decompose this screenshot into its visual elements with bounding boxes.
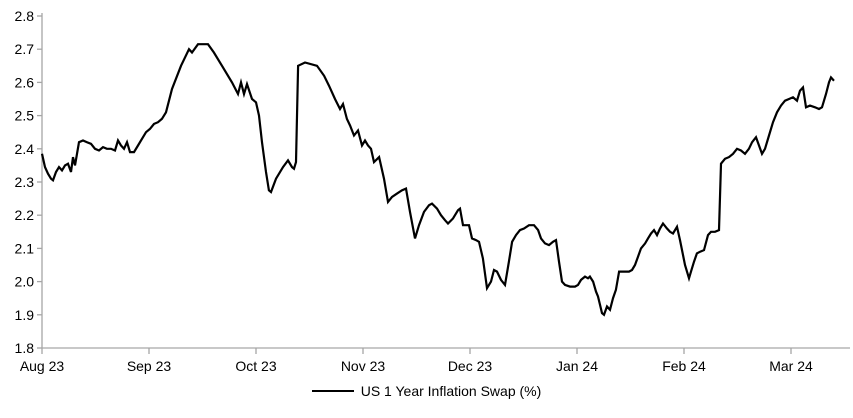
y-tick-label: 2.4 — [15, 141, 35, 157]
y-tick-label: 2.1 — [15, 240, 35, 256]
y-tick-label: 1.8 — [15, 340, 35, 356]
legend: US 1 Year Inflation Swap (%) — [0, 383, 853, 399]
y-tick-label: 2.3 — [15, 174, 35, 190]
y-tick-label: 2.0 — [15, 274, 35, 290]
y-tick-label: 2.2 — [15, 207, 35, 223]
y-tick-label: 2.6 — [15, 74, 35, 90]
y-tick-label: 1.9 — [15, 307, 35, 323]
legend-line-swatch — [311, 390, 354, 392]
x-tick-label: Oct 23 — [235, 358, 276, 374]
x-tick-label: Jan 24 — [556, 358, 598, 374]
inflation-swap-line — [40, 43, 835, 317]
legend-label: US 1 Year Inflation Swap (%) — [360, 383, 542, 399]
x-tick-label: Aug 23 — [20, 358, 65, 374]
x-tick-label: Nov 23 — [341, 358, 386, 374]
y-tick-label: 2.8 — [15, 8, 35, 24]
x-tick-label: Sep 23 — [127, 358, 172, 374]
y-tick-label: 2.7 — [15, 41, 35, 57]
x-tick-label: Dec 23 — [448, 358, 493, 374]
x-tick-label: Mar 24 — [769, 358, 813, 374]
x-tick-label: Feb 24 — [662, 358, 706, 374]
y-tick-label: 2.5 — [15, 108, 35, 124]
